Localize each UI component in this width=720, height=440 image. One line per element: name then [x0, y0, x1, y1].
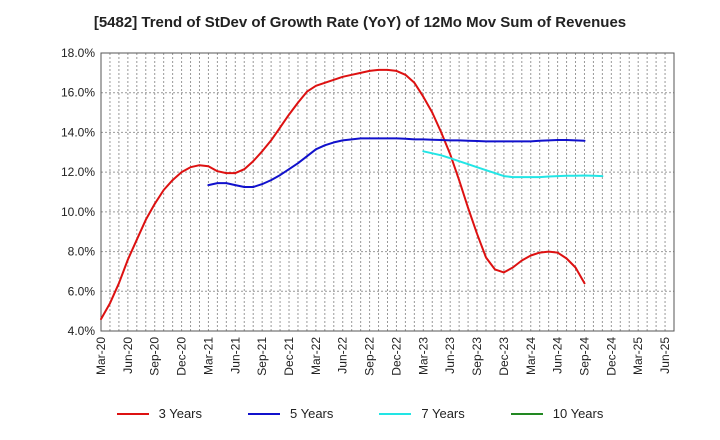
x-tick-label: Jun-20: [121, 337, 135, 374]
series-line-5-years: [207, 137, 586, 188]
series-line-7-years: [422, 150, 604, 179]
x-tick-label: Mar-23: [416, 337, 430, 375]
x-tick-label: Mar-20: [94, 337, 108, 375]
x-tick-label: Jun-24: [551, 337, 565, 374]
legend-swatch-10-years: [510, 412, 543, 415]
y-tick-label: 14.0%: [61, 125, 95, 139]
x-tick-labels: Mar-20 Jun-20 Sep-20 Dec-20 Mar-21 Jun-21 Sep-…: [94, 337, 672, 376]
axes: [100, 52, 675, 332]
grid-lines: [100, 52, 675, 332]
legend-swatch-5-years: [248, 412, 280, 415]
y-tick-labels: 4.0% 6.0% 8.0% 10.0% 12.0% 14.0% 16.0% 18.0%: [61, 46, 95, 338]
x-tick-label: Sep-20: [148, 337, 162, 376]
legend-label-7-years: 7 Years: [421, 406, 465, 421]
plot-frame: [100, 52, 675, 332]
x-tick-label: Sep-23: [470, 337, 484, 376]
y-tick-label: 16.0%: [61, 86, 95, 100]
legend-item-5-years: 5 Years: [248, 406, 333, 421]
y-tick-label: 12.0%: [61, 165, 95, 179]
x-tick-label: Jun-22: [336, 337, 350, 374]
x-tick-label: Mar-25: [631, 337, 645, 375]
legend-label-5-years: 5 Years: [290, 406, 334, 421]
y-tick-label: 18.0%: [61, 46, 95, 60]
y-tick-label: 10.0%: [61, 205, 95, 219]
series-line-3-years: [100, 68, 586, 321]
x-tick-label: Dec-24: [604, 337, 618, 376]
x-tick-label: Dec-22: [389, 337, 403, 376]
x-tick-label: Jun-23: [443, 337, 457, 374]
legend-swatch-7-years: [379, 412, 412, 415]
legend-swatch-3-years: [116, 412, 149, 415]
x-tick-label: Dec-23: [497, 337, 511, 376]
legend-item-7-years: 7 Years: [379, 406, 465, 421]
x-tick-label: Jun-25: [658, 337, 672, 374]
x-tick-label: Mar-24: [524, 337, 538, 375]
series-lines: [100, 68, 604, 321]
legend-item-3-years: 3 Years: [116, 406, 202, 421]
y-tick-label: 8.0%: [68, 245, 96, 259]
x-tick-label: Jun-21: [228, 337, 242, 374]
chart-title: [5482] Trend of StDev of Growth Rate (Yo…: [93, 14, 627, 31]
y-tick-label: 4.0%: [68, 324, 96, 338]
x-tick-label: Sep-24: [577, 337, 591, 376]
x-tick-label: Mar-22: [309, 337, 323, 375]
legend: 3 Years 5 Years 7 Years 10 Years: [0, 406, 720, 421]
x-tick-label: Sep-21: [255, 337, 269, 376]
x-tick-label: Dec-20: [175, 337, 189, 376]
y-tick-label: 6.0%: [68, 284, 96, 298]
x-tick-label: Mar-21: [201, 337, 215, 375]
legend-label-10-years: 10 Years: [552, 406, 604, 421]
legend-label-3-years: 3 Years: [158, 406, 202, 421]
x-tick-label: Sep-22: [363, 337, 377, 376]
x-tick-label: Dec-21: [282, 337, 296, 376]
legend-item-10-years: 10 Years: [510, 406, 604, 421]
